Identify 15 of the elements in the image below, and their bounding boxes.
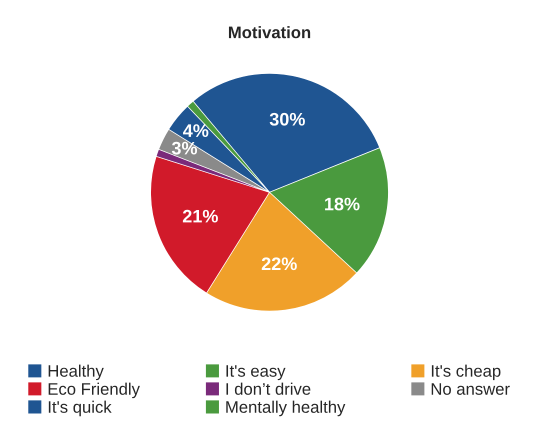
data-label: 21% [182,210,218,223]
data-label: 3% [172,142,198,155]
legend-label: Eco Friendly [48,382,140,398]
legend-label: I don’t drive [226,382,310,395]
legend-label: Mentally healthy [226,400,346,416]
data-label: 22% [262,257,297,270]
legend-label: Healthy [48,364,104,380]
legend-label: It's cheap [432,364,500,380]
legend-label: No answer [432,383,510,395]
legend-label: It's easy [226,365,286,380]
data-label: 30% [270,112,305,126]
chart-title: Motivation [228,26,310,38]
data-label: 4% [183,124,208,137]
legend-label: It's quick [48,400,112,416]
data-label: 18% [325,198,360,210]
